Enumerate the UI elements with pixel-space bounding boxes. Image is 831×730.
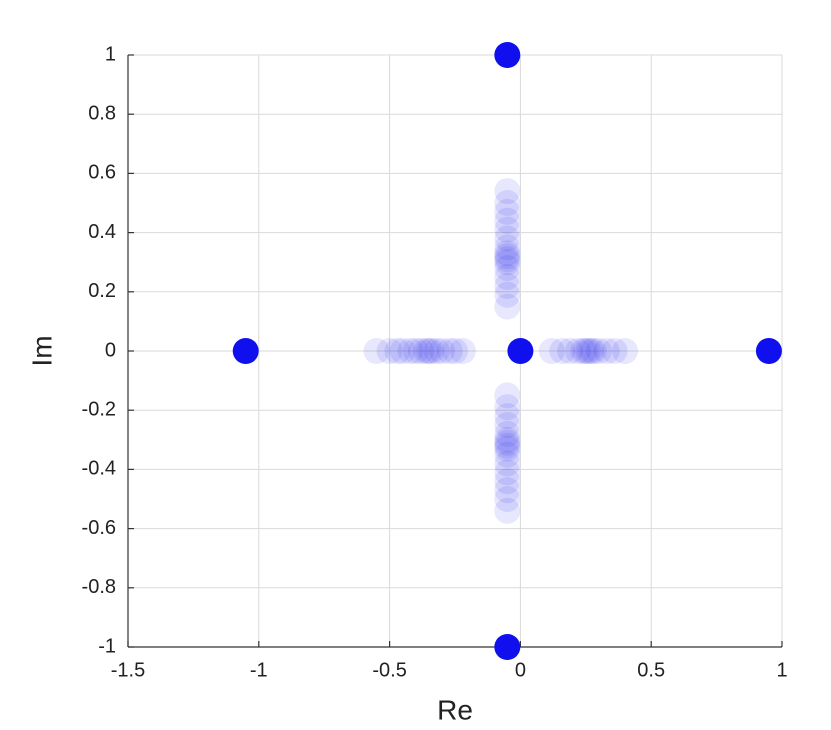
point xyxy=(578,338,605,364)
point xyxy=(494,441,521,468)
point xyxy=(612,338,639,364)
point xyxy=(376,338,403,364)
point xyxy=(494,246,521,273)
point xyxy=(407,338,434,364)
point xyxy=(585,338,612,364)
point xyxy=(442,338,468,364)
point xyxy=(494,497,521,524)
point xyxy=(494,420,521,447)
point xyxy=(402,338,429,364)
point xyxy=(494,225,521,252)
point xyxy=(397,338,424,364)
point xyxy=(494,198,521,225)
point xyxy=(428,338,455,364)
y-tick-label: -0.4 xyxy=(82,458,116,480)
point xyxy=(363,338,390,364)
point xyxy=(564,338,591,364)
point xyxy=(494,42,521,68)
point xyxy=(494,281,521,308)
point xyxy=(575,338,602,364)
point xyxy=(494,412,521,438)
point xyxy=(436,338,463,364)
point xyxy=(494,432,521,459)
point xyxy=(494,435,521,462)
x-tick-label: 0.5 xyxy=(637,659,665,681)
point xyxy=(494,429,521,456)
point xyxy=(384,338,411,364)
point xyxy=(494,450,521,477)
x-tick-label: 0 xyxy=(515,659,526,681)
point xyxy=(538,338,565,364)
point xyxy=(494,272,521,299)
y-tick-label: 1 xyxy=(105,43,116,65)
point xyxy=(507,338,534,364)
point xyxy=(494,249,521,276)
point xyxy=(580,338,607,364)
point xyxy=(389,338,416,364)
point xyxy=(601,338,628,364)
point xyxy=(494,477,521,504)
x-tick-label: -1 xyxy=(250,659,268,681)
point xyxy=(418,338,445,364)
point xyxy=(494,234,521,261)
y-tick-label: 0.8 xyxy=(88,102,116,124)
y-tick-label: 0.4 xyxy=(88,221,116,243)
point xyxy=(415,338,442,364)
point xyxy=(494,426,521,453)
point xyxy=(549,338,576,364)
point xyxy=(494,264,521,290)
point xyxy=(494,634,521,660)
x-tick-label: -1.5 xyxy=(111,659,145,681)
point xyxy=(494,459,521,486)
point xyxy=(494,486,521,512)
point xyxy=(413,338,440,364)
y-tick-label: 0 xyxy=(105,339,116,361)
y-axis-label: Im xyxy=(26,335,57,366)
point xyxy=(570,338,597,364)
point xyxy=(449,338,476,364)
y-tick-label: -1 xyxy=(98,635,116,657)
point xyxy=(494,468,521,495)
y-tick-label: 0.6 xyxy=(88,162,116,184)
point xyxy=(494,382,521,409)
point xyxy=(494,394,521,421)
x-tick-label: 1 xyxy=(776,659,787,681)
point xyxy=(494,255,521,282)
point xyxy=(494,240,521,267)
y-tick-label: 0.2 xyxy=(88,280,116,302)
point xyxy=(494,190,521,216)
point xyxy=(494,403,521,430)
point xyxy=(755,338,782,364)
y-tick-label: -0.2 xyxy=(82,398,116,420)
point xyxy=(572,338,599,364)
x-tick-label: -0.5 xyxy=(372,659,406,681)
point xyxy=(557,338,584,364)
point xyxy=(494,207,521,234)
point xyxy=(494,293,521,320)
point xyxy=(494,243,521,270)
point xyxy=(494,178,521,205)
point xyxy=(593,338,620,364)
y-tick-label: -0.6 xyxy=(82,517,116,539)
point xyxy=(494,216,521,243)
y-tick-label: -0.8 xyxy=(82,576,116,598)
x-axis-label: Re xyxy=(437,694,473,725)
point xyxy=(232,338,259,364)
point xyxy=(423,338,450,364)
